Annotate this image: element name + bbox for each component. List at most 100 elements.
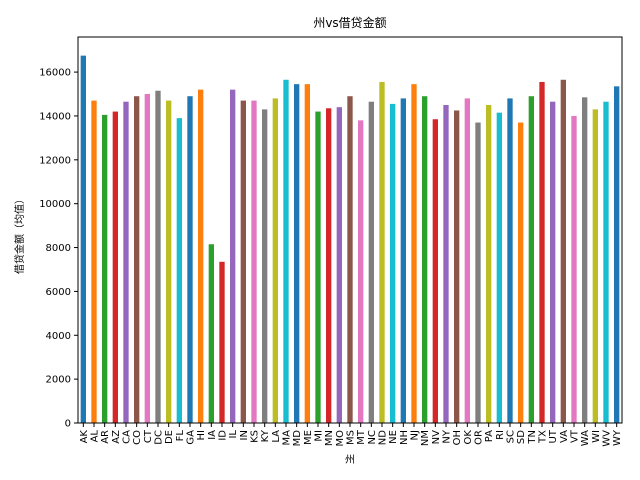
x-tick-label-sc: SC — [506, 430, 517, 443]
bar-id — [219, 261, 225, 423]
bar-de — [166, 100, 172, 423]
bar-ne — [390, 103, 396, 423]
x-tick-label-il: IL — [228, 430, 239, 439]
x-axis-title: 州 — [345, 454, 355, 466]
x-tick-label-nc: NC — [367, 430, 378, 444]
bar-sd — [518, 122, 524, 423]
x-tick-label-tn: TN — [527, 430, 538, 445]
bar-tx — [539, 81, 545, 424]
x-tick-label-ok: OK — [463, 430, 474, 445]
x-tick-label-ri: RI — [495, 430, 506, 440]
bar-ks — [251, 100, 257, 423]
bar-dc — [155, 90, 161, 423]
x-tick-label-ms: MS — [346, 430, 357, 445]
x-tick-label-mn: MN — [324, 430, 335, 446]
x-tick-label-ma: MA — [282, 430, 293, 446]
bar-wa — [582, 97, 588, 423]
x-tick-label-wv: WV — [602, 430, 613, 447]
x-tick-label-oh: OH — [452, 430, 463, 445]
x-tick-label-id: ID — [218, 430, 229, 441]
bar-sc — [507, 98, 513, 423]
x-tick-label-ga: GA — [186, 430, 197, 445]
x-tick-label-co: CO — [132, 430, 143, 445]
x-tick-label-me: ME — [303, 430, 314, 445]
x-tick-label-nj: NJ — [410, 430, 421, 440]
bar-nv — [432, 119, 438, 424]
bar-md — [294, 84, 300, 424]
bar-mn — [326, 108, 332, 423]
x-tick-label-nd: ND — [378, 430, 389, 445]
y-tick-label: 14000 — [39, 111, 71, 122]
x-tick-label-ut: UT — [548, 429, 559, 443]
x-tick-label-or: OR — [474, 430, 485, 445]
x-tick-label-ar: AR — [100, 430, 111, 444]
bar-pa — [486, 104, 492, 424]
bar-va — [560, 79, 566, 424]
bar-mi — [315, 111, 321, 423]
x-tick-label-ne: NE — [388, 430, 399, 444]
bar-az — [112, 111, 118, 423]
bar-mo — [336, 107, 342, 424]
x-tick-label-wy: WY — [612, 429, 623, 446]
bar-nc — [368, 101, 374, 423]
y-tick-label: 0 — [65, 419, 71, 430]
bar-co — [134, 96, 140, 423]
y-tick-label: 10000 — [39, 199, 71, 210]
bar-or — [475, 122, 481, 423]
x-tick-label-ct: CT — [143, 429, 154, 443]
bar-in — [240, 100, 246, 423]
x-tick-label-tx: TX — [538, 430, 549, 444]
bar-me — [304, 84, 310, 424]
bar-ma — [283, 79, 289, 424]
x-tick-label-wa: WA — [580, 430, 591, 446]
x-tick-label-de: DE — [164, 430, 175, 444]
bar-il — [230, 89, 236, 423]
bar-nd — [379, 81, 385, 424]
x-tick-label-mi: MI — [314, 430, 325, 442]
y-tick-label: 2000 — [46, 375, 71, 386]
x-tick-label-nv: NV — [431, 430, 442, 444]
x-tick-label-nh: NH — [399, 430, 410, 445]
chart-title: 州vs借贷金额 — [313, 15, 386, 30]
bar-ga — [187, 96, 193, 423]
bar-nj — [411, 84, 417, 424]
x-tick-label-mo: MO — [335, 430, 346, 447]
x-tick-label-in: IN — [239, 430, 250, 440]
x-tick-label-ak: AK — [79, 430, 90, 444]
x-tick-label-ny: NY — [442, 429, 453, 443]
bar-oh — [454, 110, 460, 423]
bar-la — [272, 98, 278, 423]
bar-wv — [603, 101, 609, 423]
y-tick-label: 8000 — [46, 243, 71, 254]
x-tick-label-al: AL — [90, 430, 101, 443]
x-tick-label-hi: HI — [196, 430, 207, 440]
bar-wi — [592, 109, 598, 424]
bar-hi — [198, 89, 204, 423]
x-tick-label-dc: DC — [154, 430, 165, 445]
bar-fl — [176, 118, 182, 424]
x-tick-label-wi: WI — [591, 430, 602, 443]
x-tick-label-ca: CA — [122, 430, 133, 444]
x-tick-label-la: LA — [271, 430, 282, 443]
bar-ky — [262, 109, 268, 424]
x-tick-label-nm: NM — [420, 430, 431, 446]
bar-ri — [496, 112, 502, 423]
y-axis-title: 借贷金额（均值） — [13, 194, 26, 274]
y-tick-label: 12000 — [39, 155, 71, 166]
bar-ut — [550, 101, 556, 423]
x-tick-label-mt: MT — [356, 429, 367, 445]
y-tick-label: 4000 — [46, 331, 71, 342]
x-tick-label-va: VA — [559, 430, 570, 443]
bar-ak — [80, 55, 86, 423]
x-tick-label-fl: FL — [175, 430, 186, 442]
bar-ok — [464, 98, 470, 423]
bar-tn — [528, 96, 534, 423]
bar-nh — [400, 98, 406, 423]
x-tick-label-ky: KY — [260, 429, 271, 442]
x-tick-label-pa: PA — [484, 430, 495, 442]
x-tick-label-ia: IA — [207, 430, 218, 440]
y-tick-label: 6000 — [46, 287, 71, 298]
bar-ca — [123, 101, 129, 423]
